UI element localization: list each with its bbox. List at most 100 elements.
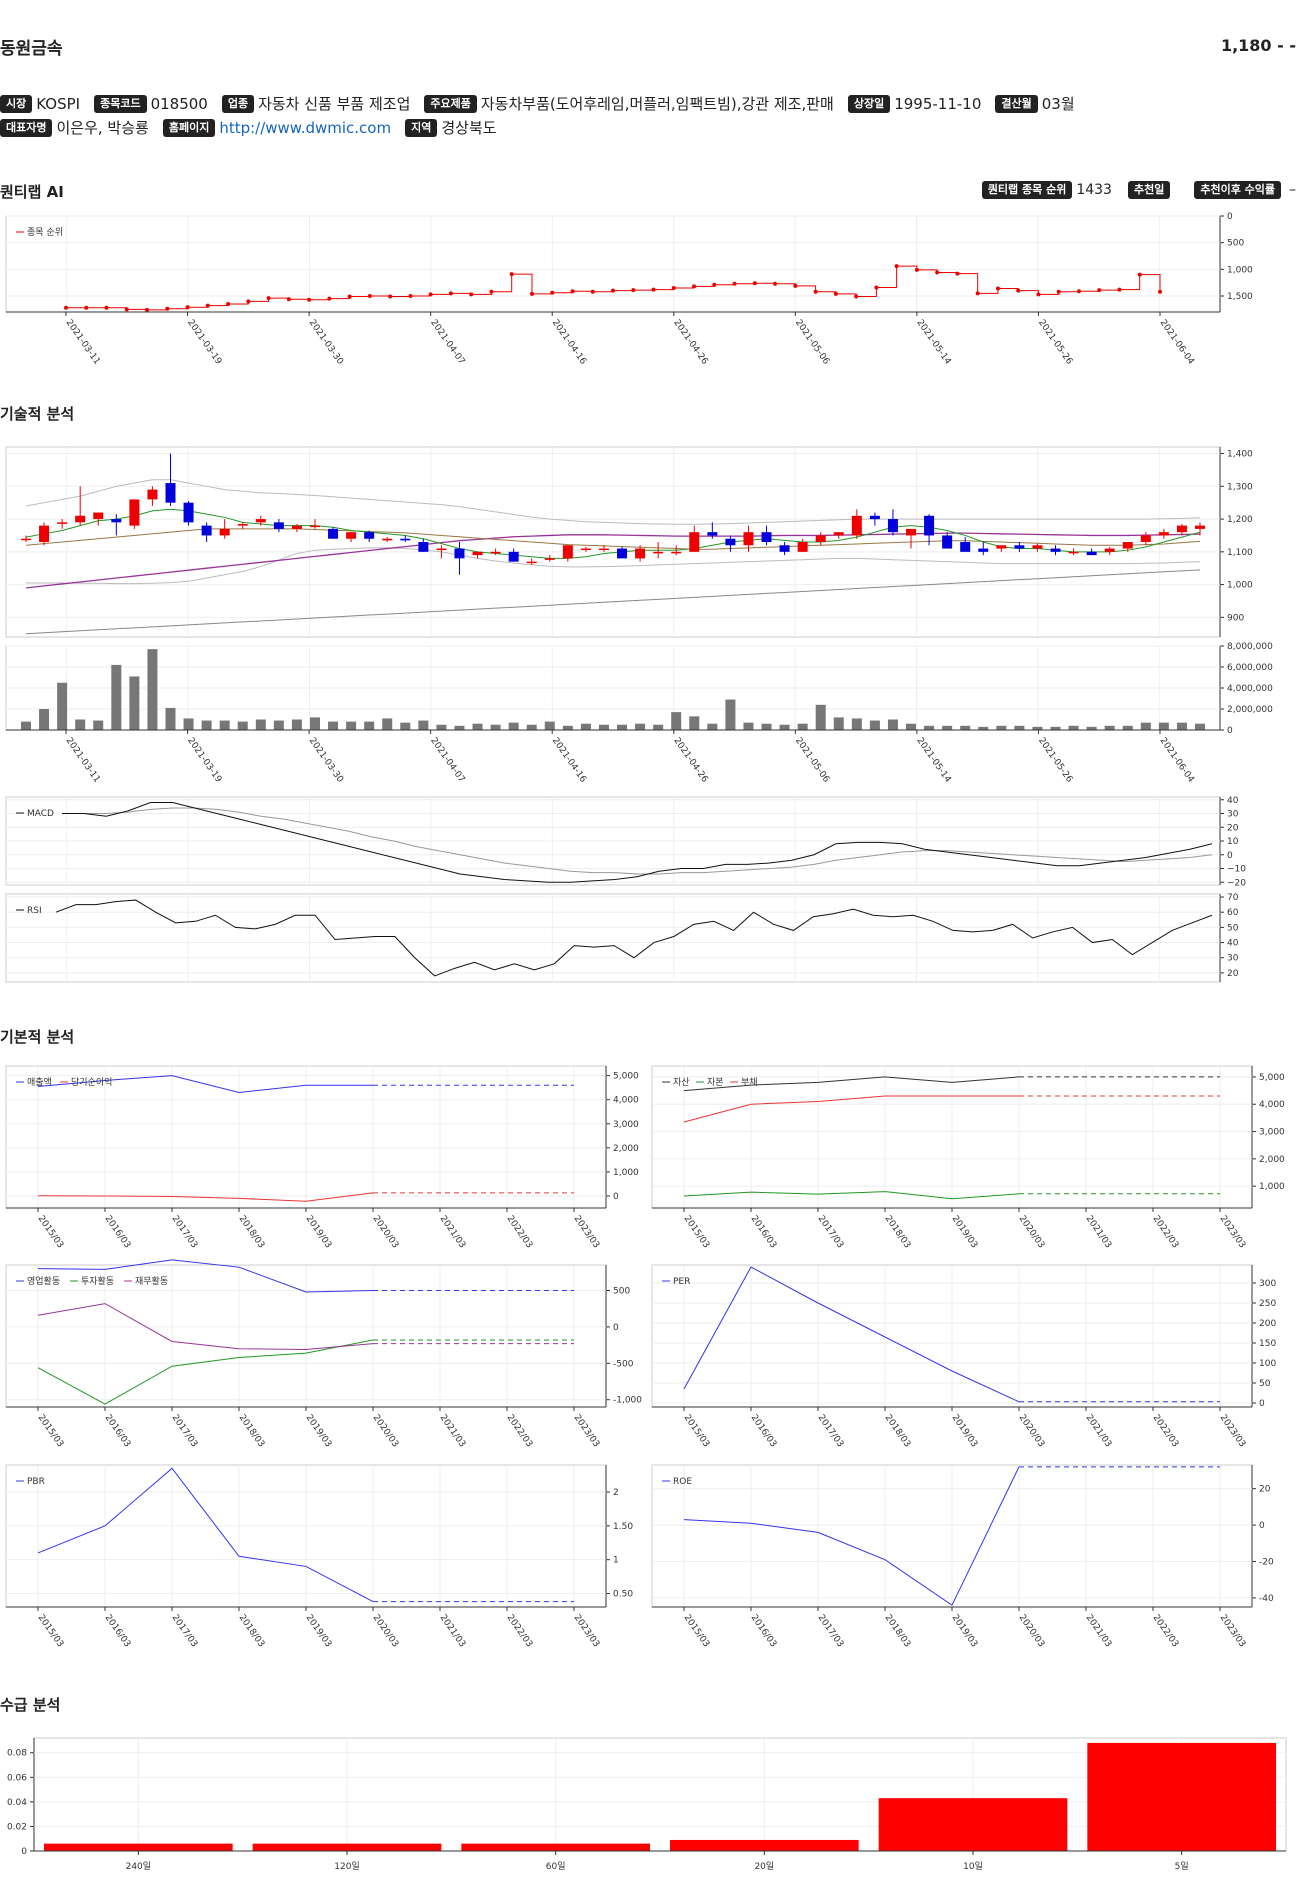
fin3-chart-ytick-label: -1,000 bbox=[613, 1396, 642, 1406]
volume-bar bbox=[544, 721, 555, 730]
rank-chart-xtick-label: 2021-04-16 bbox=[550, 318, 588, 367]
candle-body bbox=[219, 528, 230, 536]
macd-signal-line bbox=[62, 807, 1213, 875]
rank-point bbox=[84, 305, 89, 310]
candle-body bbox=[57, 522, 68, 524]
per-xtick-label: 2020/03 bbox=[1017, 1413, 1047, 1449]
volume-bar bbox=[906, 723, 917, 730]
per-chart-ytick-label: 150 bbox=[1259, 1339, 1276, 1349]
roe-chart-ytick-label: 20 bbox=[1259, 1485, 1271, 1495]
rank-badge: 퀀티랩 종목 순위 bbox=[981, 181, 1073, 199]
rank-point bbox=[124, 307, 129, 312]
rank-point bbox=[914, 267, 919, 272]
volume-bar bbox=[183, 718, 194, 730]
volume-bar bbox=[1104, 725, 1115, 730]
rank-point bbox=[1117, 287, 1122, 292]
volume-bar bbox=[1195, 723, 1205, 730]
fin2-xtick-label: 2022/03 bbox=[1151, 1214, 1181, 1250]
volume-chart-xtick-label: 2021-04-07 bbox=[428, 736, 466, 785]
candle-body bbox=[1032, 545, 1043, 549]
rank-point bbox=[145, 307, 150, 312]
rsi-chart-ytick-label: 50 bbox=[1227, 923, 1239, 933]
rank-point bbox=[489, 289, 494, 294]
volume-bar bbox=[165, 707, 176, 730]
roe-xtick-label: 2023/03 bbox=[1218, 1613, 1248, 1649]
listing-date-value: 1995-11-10 bbox=[894, 94, 982, 113]
volume-bar bbox=[21, 721, 31, 730]
rank-point bbox=[935, 270, 940, 275]
homepage-link[interactable]: http://www.dwmic.com bbox=[219, 118, 392, 137]
pbr-xtick-label: 2021/03 bbox=[438, 1613, 468, 1649]
fin3-xtick-label: 2015/03 bbox=[36, 1413, 66, 1449]
return-value: – bbox=[1289, 182, 1296, 198]
fin1-chart-ytick-label: 3,000 bbox=[613, 1120, 639, 1130]
per-xtick-label: 2021/03 bbox=[1084, 1413, 1114, 1449]
per-chart-ytick-label: 300 bbox=[1259, 1279, 1276, 1289]
macd-chart-ytick-label: 0 bbox=[1227, 851, 1233, 861]
rank-point bbox=[347, 294, 352, 299]
fin2-series-line bbox=[683, 1191, 1020, 1200]
rank-point bbox=[226, 302, 231, 306]
rank-point bbox=[64, 305, 68, 310]
fin2-xtick-label: 2017/03 bbox=[816, 1214, 846, 1250]
volume-bar bbox=[309, 717, 320, 730]
volume-bar bbox=[761, 723, 772, 730]
market-value: KOSPI bbox=[36, 94, 81, 113]
candle-body bbox=[147, 489, 158, 500]
fin1-xtick-label: 2023/03 bbox=[572, 1214, 602, 1250]
volume-chart-ytick-label: 8,000,000 bbox=[1227, 642, 1273, 652]
volume-bar bbox=[1014, 725, 1025, 730]
pbr-chart-legend-label: PBR bbox=[27, 1477, 45, 1487]
volume-bar bbox=[562, 725, 573, 730]
candle-body bbox=[978, 548, 989, 552]
candle-body bbox=[436, 548, 447, 551]
volume-bar bbox=[1140, 722, 1151, 730]
candle-body bbox=[851, 515, 862, 536]
rank-point bbox=[570, 289, 575, 294]
rank-point bbox=[732, 281, 737, 286]
volume-bar bbox=[129, 676, 140, 730]
volume-bar bbox=[147, 649, 158, 730]
per-xtick-label: 2023/03 bbox=[1218, 1413, 1248, 1449]
rank-point bbox=[205, 303, 210, 308]
supply-xtick-label: 10일 bbox=[963, 1861, 983, 1872]
section-supply-title: 수급 분석 bbox=[0, 1696, 61, 1714]
rank-point bbox=[975, 291, 980, 296]
candle-body bbox=[165, 483, 176, 503]
fin1-chart-legend-label: 당기순이익 bbox=[71, 1076, 112, 1088]
volume-bar bbox=[418, 720, 429, 730]
candle-body bbox=[454, 548, 465, 559]
candle-body bbox=[580, 548, 591, 551]
volume-bar bbox=[490, 724, 501, 730]
volume-bar bbox=[328, 721, 339, 730]
candle-body bbox=[364, 532, 375, 539]
rank-point bbox=[813, 289, 818, 294]
fin2-chart-legend-label: 자본 bbox=[707, 1077, 724, 1088]
fin1-xtick-label: 2019/03 bbox=[304, 1214, 334, 1250]
candle-body bbox=[761, 532, 772, 542]
bollinger-upper bbox=[25, 479, 1201, 525]
volume-chart-xtick-label: 2021-05-26 bbox=[1036, 736, 1074, 785]
rank-point bbox=[1036, 292, 1041, 297]
fin2-xtick-label: 2021/03 bbox=[1084, 1214, 1114, 1250]
rank-chart-xtick-label: 2021-05-06 bbox=[793, 318, 831, 367]
candle-body bbox=[797, 542, 808, 552]
volume-chart-ytick-label: 6,000,000 bbox=[1227, 663, 1273, 673]
market-badge: 시장 bbox=[0, 94, 33, 113]
per-xtick-label: 2022/03 bbox=[1151, 1413, 1181, 1449]
fin2-chart-ytick-label: 1,000 bbox=[1259, 1182, 1285, 1192]
fin2-xtick-label: 2023/03 bbox=[1218, 1214, 1248, 1250]
homepage-badge: 홈페이지 bbox=[162, 118, 216, 137]
volume-bar bbox=[598, 724, 609, 730]
rsi-chart-ytick-label: 20 bbox=[1227, 969, 1239, 979]
fin2-chart-legend-label: 자산 bbox=[673, 1077, 690, 1088]
industry-value: 자동차 신품 부품 제조업 bbox=[258, 95, 411, 113]
product-value: 자동차부품(도어후레임,머플러,임팩트빔),강관 제조,판매 bbox=[480, 95, 834, 113]
volume-chart-xtick-label: 2021-03-11 bbox=[64, 736, 102, 785]
supply-bar bbox=[670, 1839, 859, 1851]
rank-point bbox=[448, 291, 453, 296]
fiscal-month-value: 03월 bbox=[1041, 95, 1075, 113]
volume-bar bbox=[93, 720, 104, 730]
pbr-xtick-label: 2017/03 bbox=[170, 1613, 200, 1649]
fin1-xtick-label: 2015/03 bbox=[36, 1214, 66, 1250]
